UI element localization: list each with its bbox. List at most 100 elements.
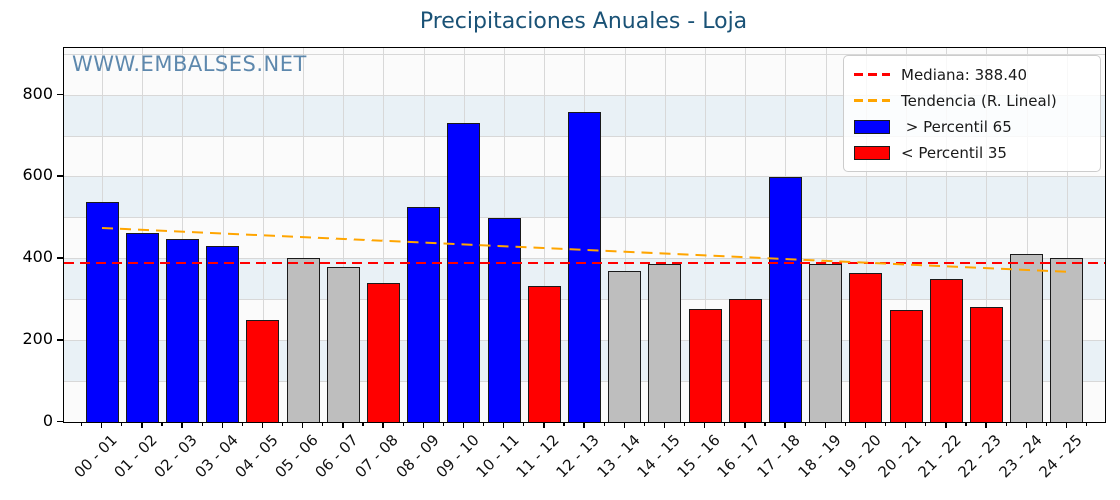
y-tick-label: 0 bbox=[42, 411, 53, 430]
x-tick-label: 16 - 17 bbox=[713, 431, 764, 482]
x-tick-label: 19 - 20 bbox=[834, 431, 885, 482]
bar-06-07 bbox=[326, 266, 360, 422]
y-tick bbox=[57, 93, 63, 96]
legend-above-label: > Percentil 65 bbox=[901, 117, 1012, 136]
plot-area: WWW.EMBALSES.NET Mediana: 388.40 Tendenc… bbox=[63, 47, 1106, 423]
v-gridline bbox=[946, 48, 948, 422]
x-tick-label: 06 - 07 bbox=[311, 431, 362, 482]
x-minor-tick bbox=[844, 423, 847, 427]
bar-01-02 bbox=[125, 232, 159, 422]
bar-02-03 bbox=[165, 239, 199, 422]
x-tick-label: 22 - 23 bbox=[954, 431, 1006, 482]
bar-03-04 bbox=[206, 246, 240, 422]
legend-item-above-p65: > Percentil 65 bbox=[854, 116, 1090, 137]
bar-05-06 bbox=[286, 257, 320, 422]
x-minor-tick bbox=[764, 423, 766, 427]
x-tick-label: 09 - 10 bbox=[432, 431, 483, 482]
x-minor-tick bbox=[523, 423, 525, 427]
v-gridline bbox=[865, 48, 867, 422]
x-tick bbox=[744, 423, 746, 428]
v-gridline bbox=[222, 48, 224, 422]
x-tick bbox=[905, 423, 907, 428]
v-gridline bbox=[343, 48, 345, 422]
x-minor-tick bbox=[402, 423, 404, 427]
x-minor-tick bbox=[724, 423, 726, 427]
x-minor-tick bbox=[121, 423, 123, 427]
v-gridline bbox=[303, 48, 304, 422]
bar-18-19 bbox=[809, 263, 843, 422]
bar-21-22 bbox=[929, 278, 963, 422]
x-tick bbox=[503, 423, 505, 428]
median-dash-sample bbox=[854, 73, 890, 76]
x-minor-tick bbox=[804, 423, 806, 427]
bar-20-21 bbox=[889, 309, 923, 422]
x-tick-label: 21 - 22 bbox=[914, 431, 965, 482]
v-gridline bbox=[986, 48, 988, 422]
x-tick bbox=[462, 423, 465, 428]
x-tick-label: 11 - 12 bbox=[512, 431, 563, 482]
x-minor-tick bbox=[241, 423, 244, 427]
v-gridline bbox=[383, 48, 385, 422]
bar-00-01 bbox=[85, 202, 119, 422]
x-tick-label: 03 - 04 bbox=[191, 431, 242, 482]
x-tick bbox=[302, 423, 304, 428]
v-gridline bbox=[1026, 48, 1028, 422]
x-tick bbox=[141, 423, 143, 428]
bar-23-24 bbox=[1010, 253, 1044, 422]
y-tick bbox=[57, 339, 63, 341]
x-minor-tick bbox=[1085, 423, 1088, 427]
red-patch-sample bbox=[854, 145, 890, 160]
watermark: WWW.EMBALSES.NET bbox=[72, 52, 307, 76]
v-gridline bbox=[1066, 48, 1068, 422]
x-minor-tick bbox=[161, 423, 163, 427]
x-tick bbox=[422, 423, 424, 428]
bar-07-08 bbox=[366, 282, 400, 422]
x-tick-label: 01 - 02 bbox=[110, 431, 161, 482]
x-minor-tick bbox=[281, 423, 284, 427]
v-gridline bbox=[182, 48, 184, 422]
x-tick-label: 20 - 21 bbox=[874, 431, 925, 482]
x-tick bbox=[663, 423, 666, 428]
x-minor-tick bbox=[643, 423, 646, 427]
x-tick-label: 17 - 18 bbox=[753, 431, 805, 482]
x-tick-label: 02 - 03 bbox=[150, 431, 202, 482]
trend-dash-sample bbox=[854, 99, 890, 102]
legend-below-label: < Percentil 35 bbox=[901, 143, 1007, 162]
x-minor-tick bbox=[683, 423, 686, 427]
x-minor-tick bbox=[362, 423, 364, 427]
x-minor-tick bbox=[80, 423, 83, 427]
bar-09-10 bbox=[447, 122, 481, 422]
x-tick-label: 12 - 13 bbox=[552, 431, 604, 482]
legend-median-label: Mediana: 388.40 bbox=[901, 65, 1028, 84]
x-tick bbox=[583, 423, 585, 428]
legend-item-median: Mediana: 388.40 bbox=[854, 64, 1090, 85]
x-tick bbox=[101, 423, 103, 428]
y-tick bbox=[57, 421, 63, 423]
x-tick bbox=[261, 423, 264, 428]
x-tick bbox=[1065, 423, 1068, 428]
x-tick-label: 15 - 16 bbox=[673, 431, 724, 482]
x-minor-tick bbox=[965, 423, 967, 427]
bar-16-17 bbox=[728, 298, 762, 422]
y-tick bbox=[57, 257, 63, 259]
v-gridline bbox=[624, 48, 626, 422]
x-tick bbox=[382, 423, 384, 428]
x-minor-tick bbox=[925, 423, 927, 427]
y-tick bbox=[57, 175, 63, 177]
x-tick bbox=[543, 423, 545, 428]
v-gridline bbox=[705, 48, 706, 422]
bar-24-25 bbox=[1050, 258, 1084, 422]
bar-19-20 bbox=[849, 272, 883, 422]
x-tick-label: 24 - 25 bbox=[1035, 431, 1086, 482]
x-tick bbox=[181, 423, 183, 428]
x-minor-tick bbox=[322, 423, 324, 427]
x-tick-label: 13 - 14 bbox=[593, 431, 644, 482]
x-tick bbox=[864, 423, 867, 428]
y-tick-label: 400 bbox=[22, 247, 53, 267]
legend: Mediana: 388.40 Tendencia (R. Lineal) > … bbox=[843, 55, 1101, 172]
y-tick-label: 800 bbox=[22, 83, 53, 103]
x-tick-label: 18 - 19 bbox=[794, 431, 845, 482]
x-tick bbox=[985, 423, 987, 428]
bar-13-14 bbox=[608, 271, 642, 422]
